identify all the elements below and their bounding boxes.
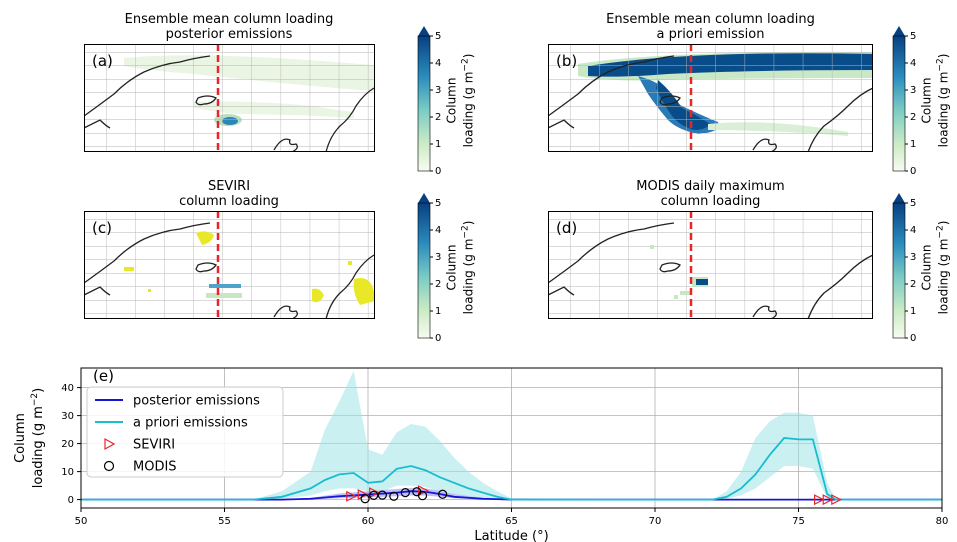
seviri-point-3 (417, 485, 429, 497)
colorbar-a-label: Column loading (g m−2) (444, 53, 476, 148)
y-tick-label-4: 40 (61, 383, 74, 394)
colorbar-d-tick-0: 0 (910, 333, 916, 341)
colorbar-c-tick-5: 5 (435, 198, 441, 209)
panel-d-title: MODIS daily maximum column loading (636, 179, 785, 209)
colorbar-c-tick-1: 1 (435, 306, 441, 317)
colorbar-d-label-sup: −2 (935, 225, 946, 239)
colorbar-b-tick-0: 0 (910, 166, 916, 174)
y-axis-label-line1: Column (13, 413, 28, 463)
x-tick-label-4: 70 (649, 516, 662, 527)
colorbar-b-label-sup: −2 (935, 58, 946, 72)
seviri-point-2 (369, 487, 381, 499)
colorbar-c-label-sup: −2 (460, 225, 471, 239)
panel-c-label: (c) (92, 219, 112, 237)
y-axis-label-line2: loading (g m−2) (30, 388, 46, 489)
panel-b-label: (b) (556, 52, 578, 70)
panel-c-map (84, 211, 375, 319)
colorbar-b-label-text: Column loading (g m (919, 71, 951, 148)
colorbar-d-label-text: Column loading (g m (919, 238, 951, 315)
modis-point-2 (377, 490, 387, 500)
colorbar-c-label: Column loading (g m−2) (444, 220, 476, 315)
colorbar-a-tick-0: 0 (435, 166, 441, 174)
y-axis-label-sup: −2 (30, 393, 40, 406)
panel-d-map (548, 211, 873, 319)
colorbar-a-tick-5: 5 (435, 31, 441, 42)
legend-label-2: SEVIRI (133, 438, 175, 453)
y-tick-label-0: 0 (68, 495, 74, 506)
x-tick-label-6: 80 (936, 516, 949, 527)
series-line-1 (81, 437, 942, 501)
colorbar-a-tick-1: 1 (435, 139, 441, 150)
seviri-point-0 (346, 490, 358, 502)
colorbar-d-tick-2: 2 (910, 279, 916, 290)
seviri-point-4 (813, 494, 825, 506)
colorbar-c: 0 1 2 3 4 5 (417, 193, 441, 341)
colorbar-c-label-text: Column loading (g m (444, 238, 476, 315)
colorbar-d-tick-4: 4 (910, 225, 916, 236)
colorbar-c-tick-2: 2 (435, 279, 441, 290)
panel-b-title: Ensemble mean column loading a priori em… (606, 12, 815, 42)
panel-a-map (84, 44, 375, 152)
series-line-0 (81, 490, 942, 501)
latitude-loading-chart: 50 55 60 65 70 75 80 0 10 20 30 40 Latitude (°) Colum… (13, 367, 949, 542)
legend-label-1: a priori emissions (133, 416, 248, 431)
colorbar-a-tick-3: 3 (435, 85, 441, 96)
seviri-point-6 (831, 494, 843, 506)
panel-e-label: (e) (93, 367, 114, 385)
x-tick-label-2: 60 (362, 516, 375, 527)
colorbar-d-tick-5: 5 (910, 198, 916, 209)
panel-c-title: SEVIRI column loading (179, 179, 279, 209)
seviri-point-1 (357, 489, 369, 501)
legend-box (86, 386, 284, 478)
colorbar-d: 0 1 2 3 4 5 (892, 193, 916, 341)
modis-point-0 (360, 494, 370, 504)
colorbar-b-label: Column loading (g m−2) (919, 53, 951, 148)
colorbar-b: 0 1 2 3 4 5 (892, 26, 916, 174)
colorbar-b-tick-4: 4 (910, 58, 916, 69)
x-tick-label-3: 65 (505, 516, 518, 527)
colorbar-c-tick-4: 4 (435, 225, 441, 236)
colorbar-b-tick-5: 5 (910, 31, 916, 42)
legend-swatch-3 (103, 460, 115, 472)
colorbar-d-tick-3: 3 (910, 252, 916, 263)
legend-label-0: posterior emissions (133, 394, 260, 409)
legend-swatch-2 (104, 437, 116, 451)
modis-point-7 (438, 489, 448, 499)
colorbar-a-tick-2: 2 (435, 112, 441, 123)
colorbar-d-label: Column loading (g m−2) (919, 220, 951, 315)
panel-a-label: (a) (92, 52, 113, 70)
y-tick-label-3: 30 (61, 411, 74, 422)
x-axis-label: Latitude (°) (474, 529, 548, 542)
seviri-point-5 (822, 494, 834, 506)
colorbar-a-label-text: Column loading (g m (444, 71, 476, 148)
colorbar-b-tick-1: 1 (910, 139, 916, 150)
x-tick-label-1: 55 (218, 516, 231, 527)
uncertainty-band-1 (81, 370, 942, 500)
colorbar-c-tick-0: 0 (435, 333, 441, 341)
colorbar-b-tick-3: 3 (910, 85, 916, 96)
colorbar-a-tick-4: 4 (435, 58, 441, 69)
colorbar-a-label-sup: −2 (460, 58, 471, 72)
colorbar-b-tick-2: 2 (910, 112, 916, 123)
panel-a-title: Ensemble mean column loading posterior e… (124, 12, 334, 42)
legend-label-3: MODIS (133, 460, 177, 475)
modis-point-4 (400, 488, 410, 498)
panel-d-label: (d) (556, 219, 578, 237)
y-tick-label-1: 10 (61, 467, 74, 478)
colorbar-c-tick-3: 3 (435, 252, 441, 263)
colorbar-d-tick-1: 1 (910, 306, 916, 317)
modis-point-1 (369, 490, 379, 500)
x-tick-label-0: 50 (75, 516, 88, 527)
panel-b-map (548, 44, 873, 152)
modis-point-6 (417, 491, 428, 501)
modis-point-3 (389, 491, 399, 501)
y-axis-label-close: ) (31, 388, 46, 393)
colorbar-a: 0 1 2 3 4 5 (417, 26, 441, 174)
y-tick-label-2: 20 (61, 439, 74, 450)
x-tick-label-5: 75 (792, 516, 805, 527)
